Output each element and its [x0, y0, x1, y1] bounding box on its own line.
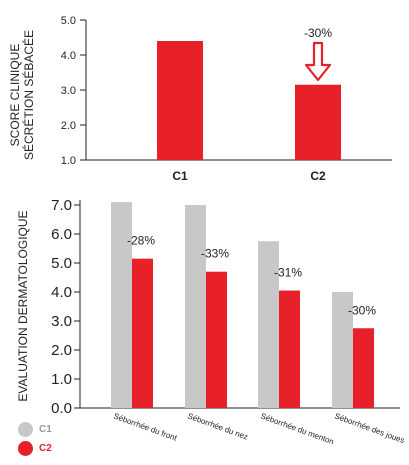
- bottom-y-tick-label: 7.0: [51, 197, 72, 214]
- bottom-chart: EVALUATION DERMATOLOGIQUE 0.0 1.0 2.0 3.0 4.…: [16, 197, 406, 446]
- legend: C1 C2: [18, 420, 78, 460]
- top-y-tick-label: 4.0: [61, 50, 76, 62]
- bottom-y-tick-label: 3.0: [51, 313, 72, 330]
- bottom-bar-c1: [111, 202, 132, 408]
- top-ylabel-line-1: SCORE CLINIQUE: [8, 44, 22, 147]
- top-bar-c1: [157, 41, 203, 160]
- down-arrow-icon: [304, 41, 332, 82]
- bottom-ylabel: EVALUATION DERMATOLOGIQUE: [16, 210, 30, 401]
- bottom-bar-c1: [332, 292, 353, 408]
- top-y-tick-label: 2.0: [61, 120, 76, 132]
- bottom-data-label: -30%: [348, 303, 376, 317]
- legend-label-c2: C2: [39, 443, 52, 454]
- legend-swatch-c1: [18, 422, 33, 437]
- top-y-tick-label: 3.0: [61, 85, 76, 97]
- bottom-y-tick-label: 4.0: [51, 284, 72, 301]
- bottom-y-tick-label: 5.0: [51, 255, 72, 272]
- legend-label-c1: C1: [39, 424, 52, 435]
- bottom-data-label: -31%: [274, 266, 302, 280]
- bottom-bar-c1: [185, 205, 206, 408]
- bottom-bar-c2: [279, 290, 300, 408]
- bottom-y-tick-label: 6.0: [51, 226, 72, 243]
- bottom-y-tick-label: 1.0: [51, 371, 72, 388]
- bottom-data-label: -28%: [127, 234, 155, 248]
- top-bar-c2: [295, 84, 341, 160]
- bottom-bar-c2: [353, 328, 374, 408]
- legend-item-c1: C1: [18, 420, 78, 439]
- bottom-category-label: Séborrhée des joues: [333, 411, 405, 445]
- bottom-bar-c2: [132, 258, 153, 408]
- bottom-data-label: -33%: [201, 247, 229, 261]
- top-category-label: C2: [310, 169, 326, 183]
- top-chart: SCORE CLINIQUE SÉCRÉTION SÉBACÉE 1.0 2.0 3…: [8, 15, 392, 183]
- legend-swatch-c2: [18, 441, 33, 456]
- bottom-y-tick-label: 2.0: [51, 342, 72, 359]
- top-y-tick-label: 5.0: [61, 15, 76, 27]
- top-ylabel-line-2: SÉCRÉTION SÉBACÉE: [21, 30, 36, 160]
- bottom-bar-c2: [206, 271, 227, 408]
- bottom-category-label: Séborrhée du nez: [186, 411, 249, 441]
- bottom-category-label: Séborrhée du front: [112, 411, 178, 443]
- top-category-label: C1: [172, 169, 188, 183]
- bottom-category-label: Séborrhée du menton: [259, 411, 335, 446]
- bottom-bar-c1: [258, 241, 279, 408]
- top-y-tick-label: 1.0: [61, 155, 76, 167]
- bottom-y-tick-label: 0.0: [51, 400, 72, 417]
- legend-item-c2: C2: [18, 439, 78, 458]
- top-annotation-label: -30%: [304, 26, 332, 40]
